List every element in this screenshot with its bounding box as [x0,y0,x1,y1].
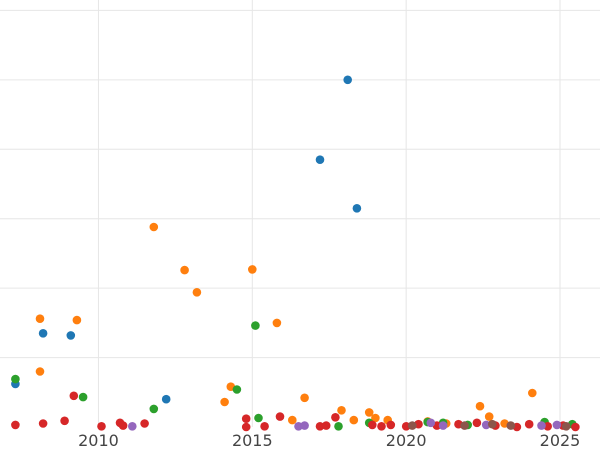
data-point-s3-8 [241,414,251,424]
data-point-s3-0 [11,420,20,430]
data-point-s3-13 [321,421,331,430]
data-points [11,75,580,432]
data-point-s3-22 [472,418,482,428]
data-point-s2-5 [254,413,263,423]
data-point-s0-3 [161,394,171,404]
data-point-s3-17 [386,420,396,430]
data-point-s1-10 [288,415,297,425]
x-tick-label-1: 2015 [232,431,273,450]
data-point-s3-14 [331,413,340,422]
data-point-s2-0 [11,374,20,384]
data-point-s3-15 [368,420,377,430]
data-point-s3-7 [140,419,149,428]
data-point-s3-16 [377,422,386,431]
data-point-s5-2 [488,419,497,429]
data-point-s2-6 [334,422,343,431]
data-point-s1-8 [248,265,257,274]
data-point-s3-12 [315,422,325,431]
data-point-s1-4 [180,265,189,275]
data-point-s0-4 [315,155,325,164]
data-point-s5-1 [460,421,469,430]
data-point-s4-7 [552,420,562,430]
data-point-s3-2 [60,416,69,426]
x-axis-ticks: 2010 2015 2020 2025 [78,431,580,450]
data-point-s1-6 [220,397,229,407]
data-point-s1-0 [35,367,45,376]
grid [0,0,600,427]
data-point-s2-3 [232,385,242,394]
data-point-s1-11 [300,393,309,403]
data-point-s3-4 [97,422,106,431]
data-point-s2-1 [78,392,88,402]
data-point-s5-0 [408,421,417,430]
data-point-s2-2 [149,404,159,414]
data-point-s1-19 [475,401,485,411]
data-point-s4-4 [438,421,448,430]
data-point-s1-14 [364,408,374,417]
data-point-s3-25 [524,419,534,429]
data-point-s1-1 [35,314,45,324]
data-point-s3-3 [69,391,79,401]
data-point-s2-4 [251,321,260,330]
data-point-s3-28 [571,422,580,432]
data-point-s4-2 [300,421,309,430]
data-point-s0-6 [352,204,362,213]
data-point-s4-0 [128,422,137,431]
data-point-s3-11 [275,412,285,421]
data-point-s3-26 [543,422,552,431]
x-tick-label-3: 2025 [540,431,581,450]
data-point-s1-2 [72,315,82,325]
data-point-s0-2 [66,331,76,340]
data-point-s1-15 [371,413,380,423]
x-tick-label-0: 2010 [78,431,119,450]
data-point-s0-1 [38,329,48,338]
data-point-s4-3 [426,418,436,428]
data-point-s5-4 [561,422,571,431]
data-point-s3-6 [118,421,128,430]
data-point-s3-1 [38,419,48,428]
data-point-s3-10 [260,422,269,431]
data-point-s5-3 [506,421,516,430]
data-point-s1-22 [528,388,537,398]
x-tick-label-2: 2020 [386,431,427,450]
data-point-s0-5 [343,75,353,85]
data-point-s1-20 [484,412,494,421]
data-point-s1-5 [192,288,202,297]
data-point-s1-12 [337,406,346,415]
data-point-s1-3 [149,222,159,232]
data-point-s1-9 [272,318,282,328]
data-point-s1-13 [349,415,359,425]
data-point-s4-6 [537,421,546,430]
data-point-s3-9 [241,422,251,432]
